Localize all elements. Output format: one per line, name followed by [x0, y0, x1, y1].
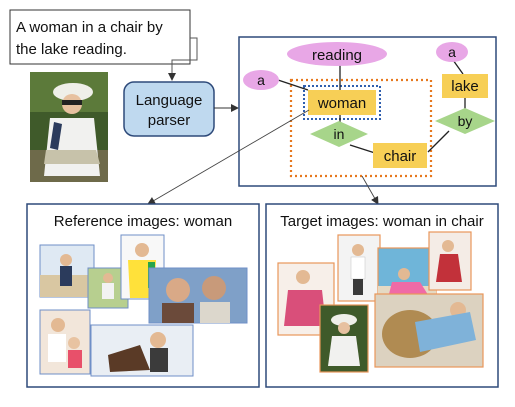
tgt-photo-stool — [337, 234, 381, 302]
node-reading-label: reading — [312, 47, 362, 64]
region-to-target-arrow — [361, 175, 379, 205]
tgt-photo-pink-chair — [277, 262, 335, 336]
parser-line-1: Language — [136, 92, 203, 109]
language-parser-box — [123, 81, 215, 137]
node-in — [310, 121, 368, 147]
caption-to-parser-arrow — [168, 37, 198, 81]
node-lake — [442, 74, 488, 98]
node-a-left-label: a — [257, 72, 265, 88]
ref-photo-dog — [90, 324, 194, 377]
tgt-photo-sitting — [428, 231, 472, 291]
node-by-label: by — [458, 113, 473, 129]
node-chair — [373, 143, 427, 168]
node-a-left — [243, 70, 279, 90]
target-panel-title: Target images: woman in chair — [280, 213, 483, 230]
woman-reading-photo — [30, 72, 108, 182]
reference-panel-title: Reference images: woman — [54, 213, 232, 230]
caption-box — [9, 9, 191, 65]
ref-photo-mother-child — [39, 309, 91, 375]
node-a-right-label: a — [448, 44, 456, 60]
node-lake-label: lake — [451, 78, 479, 95]
caption-line-2: the lake reading. — [16, 41, 127, 58]
node-reading — [287, 42, 387, 66]
tgt-photo-reading — [319, 304, 369, 373]
ref-photo-beach — [39, 244, 95, 298]
parser-line-2: parser — [148, 112, 191, 129]
node-woman — [308, 90, 376, 115]
reference-photos — [39, 234, 248, 377]
node-chair-label: chair — [384, 148, 417, 165]
target-photos — [277, 231, 484, 373]
woman-in-chair-region — [289, 78, 433, 178]
caption-line-1: A woman in a chair by — [16, 19, 163, 36]
node-woman-label: woman — [317, 95, 366, 112]
node-a-right — [436, 42, 468, 62]
woman-region — [303, 85, 381, 120]
node-by — [435, 108, 495, 134]
tgt-photo-wicker — [374, 293, 484, 368]
ref-photo-elders — [148, 267, 248, 324]
node-in-label: in — [334, 126, 345, 142]
woman-to-reference-arrow — [147, 109, 310, 205]
